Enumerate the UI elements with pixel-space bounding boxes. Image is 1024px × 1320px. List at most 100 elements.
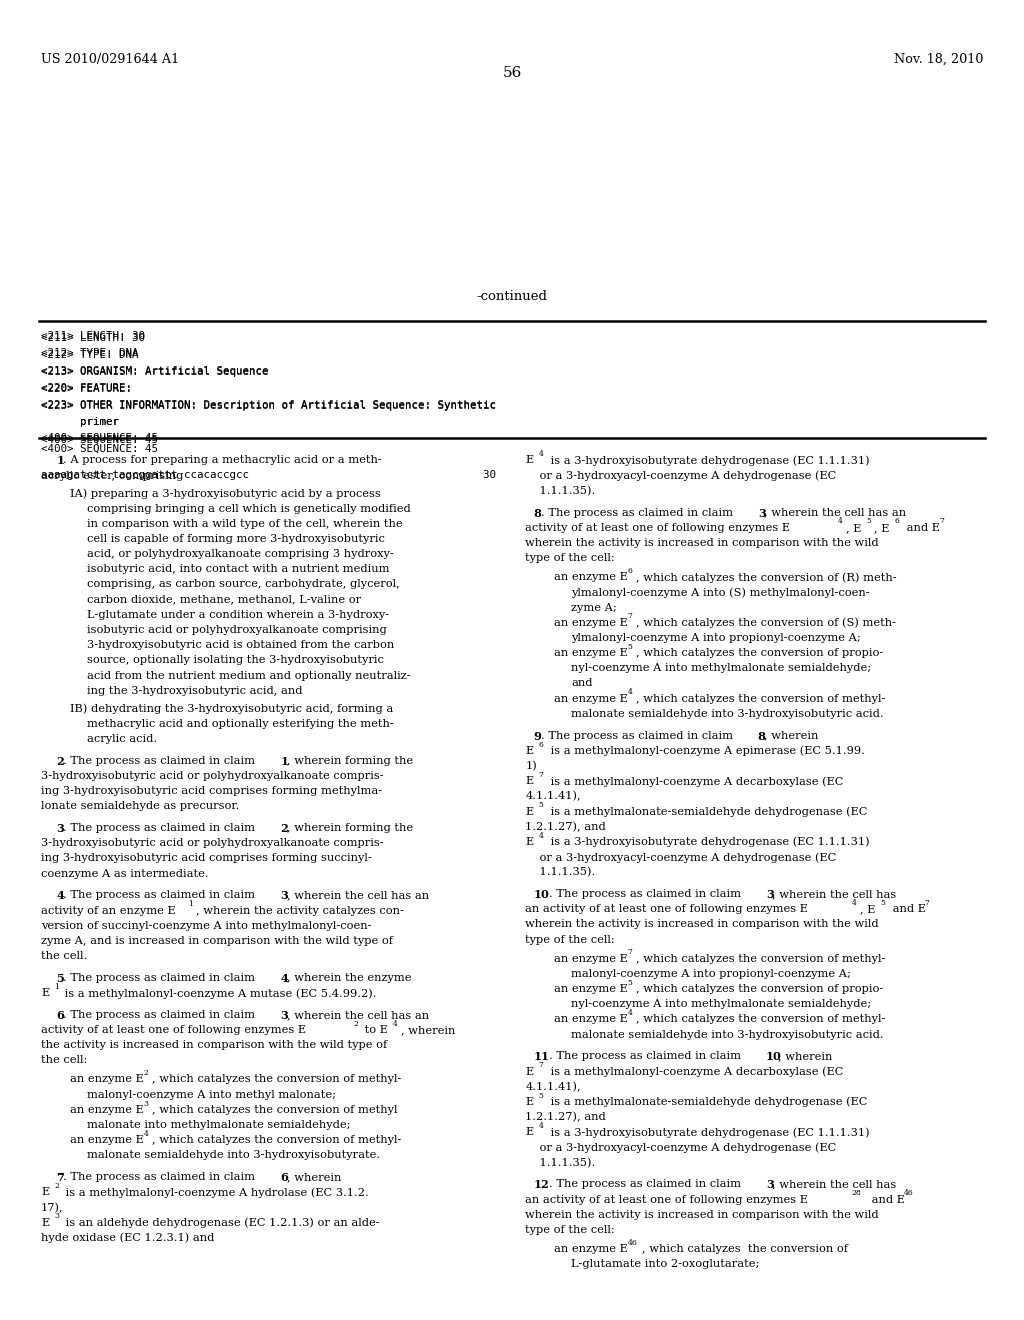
Text: 3: 3	[758, 507, 766, 519]
Text: cell is capable of forming more 3-hydroxyisobutyric: cell is capable of forming more 3-hydrox…	[87, 533, 385, 544]
Text: 28: 28	[852, 1189, 862, 1197]
Text: , which catalyzes the conversion of methyl-: , which catalyzes the conversion of meth…	[636, 693, 886, 704]
Text: 4.1.1.41),: 4.1.1.41),	[525, 1081, 581, 1092]
Text: 5: 5	[539, 1092, 544, 1100]
Text: . The process as claimed in claim: . The process as claimed in claim	[63, 822, 259, 833]
Text: 2: 2	[281, 822, 289, 834]
Text: <212> TYPE: DNA: <212> TYPE: DNA	[41, 350, 138, 360]
Text: , which catalyzes the conversion of methyl: , which catalyzes the conversion of meth…	[152, 1105, 397, 1115]
Text: nyl-coenzyme A into methylmalonate semialdehyde;: nyl-coenzyme A into methylmalonate semia…	[571, 999, 871, 1010]
Text: primer: primer	[41, 417, 119, 428]
Text: 6: 6	[895, 517, 900, 525]
Text: . The process as claimed in claim: . The process as claimed in claim	[549, 888, 744, 899]
Text: source, optionally isolating the 3-hydroxyisobutyric: source, optionally isolating the 3-hydro…	[87, 655, 384, 665]
Text: 1: 1	[54, 982, 59, 991]
Text: , E: , E	[846, 523, 861, 533]
Text: US 2010/0291644 A1: US 2010/0291644 A1	[41, 53, 179, 66]
Text: ylmalonyl-coenzyme A into propionyl-coenzyme A;: ylmalonyl-coenzyme A into propionyl-coen…	[571, 632, 861, 643]
Text: acrylic acid.: acrylic acid.	[87, 734, 157, 744]
Text: <211> LENGTH: 30: <211> LENGTH: 30	[41, 331, 145, 342]
Text: the activity is increased in comparison with the wild type of: the activity is increased in comparison …	[41, 1040, 387, 1051]
Text: , wherein the cell has an: , wherein the cell has an	[287, 890, 429, 900]
Text: E: E	[41, 987, 49, 998]
Text: activity of at least one of following enzymes E: activity of at least one of following en…	[41, 1024, 306, 1035]
Text: wherein the activity is increased in comparison with the wild: wherein the activity is increased in com…	[525, 1209, 879, 1220]
Text: . The process as claimed in claim: . The process as claimed in claim	[63, 755, 259, 766]
Text: E: E	[525, 1127, 534, 1138]
Text: to E: to E	[361, 1024, 388, 1035]
Text: an enzyme E: an enzyme E	[554, 572, 628, 582]
Text: 8: 8	[534, 507, 542, 519]
Text: <223> OTHER INFORMATION: Description of Artificial Sequence: Synthetic: <223> OTHER INFORMATION: Description of …	[41, 401, 496, 412]
Text: , E: , E	[860, 904, 876, 915]
Text: . The process as claimed in claim: . The process as claimed in claim	[63, 1172, 259, 1183]
Text: an activity of at least one of following enzymes E: an activity of at least one of following…	[525, 1195, 808, 1205]
Text: , wherein: , wherein	[778, 1051, 833, 1061]
Text: 6: 6	[539, 741, 544, 748]
Text: an enzyme E: an enzyme E	[554, 983, 628, 994]
Text: acid from the nutrient medium and optionally neutraliz-: acid from the nutrient medium and option…	[87, 671, 411, 681]
Text: carbon dioxide, methane, methanol, L-valine or: carbon dioxide, methane, methanol, L-val…	[87, 594, 361, 605]
Text: . The process as claimed in claim: . The process as claimed in claim	[63, 890, 259, 900]
Text: acid, or polyhydroxyalkanoate comprising 3 hydroxy-: acid, or polyhydroxyalkanoate comprising…	[87, 549, 394, 560]
Text: , wherein the cell has: , wherein the cell has	[772, 1179, 896, 1189]
Text: 6: 6	[281, 1172, 289, 1183]
Text: 1.2.1.27), and: 1.2.1.27), and	[525, 1111, 606, 1122]
Text: an enzyme E: an enzyme E	[554, 648, 628, 659]
Text: zyme A, and is increased in comparison with the wild type of: zyme A, and is increased in comparison w…	[41, 936, 393, 946]
Text: 1.2.1.27), and: 1.2.1.27), and	[525, 821, 606, 832]
Text: an activity of at least one of following enzymes E: an activity of at least one of following…	[525, 904, 808, 915]
Text: E: E	[525, 776, 534, 787]
Text: 1.1.1.35).: 1.1.1.35).	[525, 1158, 596, 1168]
Text: is a methylmalonyl-coenzyme A decarboxylase (EC: is a methylmalonyl-coenzyme A decarboxyl…	[547, 1067, 843, 1077]
Text: <400> SEQUENCE: 45: <400> SEQUENCE: 45	[41, 434, 158, 445]
Text: 7: 7	[925, 899, 930, 907]
Text: aaaagatctt tagcggattt ccacaccgcc                                    30: aaaagatctt tagcggattt ccacaccgcc 30	[41, 470, 496, 480]
Text: malonate into methylmalonate semialdehyde;: malonate into methylmalonate semialdehyd…	[87, 1119, 350, 1130]
Text: is a methylmalonyl-coenzyme A decarboxylase (EC: is a methylmalonyl-coenzyme A decarboxyl…	[547, 776, 843, 787]
Text: 56: 56	[503, 66, 521, 81]
Text: <400> SEQUENCE: 45: <400> SEQUENCE: 45	[41, 433, 158, 444]
Text: , which catalyzes the conversion of methyl-: , which catalyzes the conversion of meth…	[152, 1074, 401, 1085]
Text: an enzyme E: an enzyme E	[70, 1074, 143, 1085]
Text: malonyl-coenzyme A into methyl malonate;: malonyl-coenzyme A into methyl malonate;	[87, 1089, 336, 1100]
Text: an enzyme E: an enzyme E	[554, 693, 628, 704]
Text: 12: 12	[534, 1179, 550, 1191]
Text: 4: 4	[628, 688, 633, 697]
Text: is a 3-hydroxyisobutyrate dehydrogenase (EC 1.1.1.31): is a 3-hydroxyisobutyrate dehydrogenase …	[547, 455, 869, 466]
Text: <220> FEATURE:: <220> FEATURE:	[41, 383, 132, 393]
Text: E: E	[41, 1217, 49, 1228]
Text: 4: 4	[143, 1130, 148, 1138]
Text: 4: 4	[539, 1122, 544, 1130]
Text: . The process as claimed in claim: . The process as claimed in claim	[541, 507, 736, 517]
Text: in comparison with a wild type of the cell, wherein the: in comparison with a wild type of the ce…	[87, 519, 402, 529]
Text: comprising bringing a cell which is genetically modified: comprising bringing a cell which is gene…	[87, 503, 411, 513]
Text: 5: 5	[539, 801, 544, 809]
Text: 7: 7	[539, 771, 544, 779]
Text: Nov. 18, 2010: Nov. 18, 2010	[894, 53, 983, 66]
Text: version of succinyl-coenzyme A into methylmalonyl-coen-: version of succinyl-coenzyme A into meth…	[41, 920, 372, 931]
Text: 4: 4	[852, 899, 857, 907]
Text: 1): 1)	[525, 760, 537, 771]
Text: 4: 4	[539, 450, 544, 458]
Text: isobutyric acid, into contact with a nutrient medium: isobutyric acid, into contact with a nut…	[87, 564, 389, 574]
Text: 3: 3	[143, 1100, 148, 1107]
Text: , wherein the activity catalyzes con-: , wherein the activity catalyzes con-	[197, 906, 404, 916]
Text: L-glutamate under a condition wherein a 3-hydroxy-: L-glutamate under a condition wherein a …	[87, 610, 389, 620]
Text: , wherein forming the: , wherein forming the	[287, 822, 413, 833]
Text: is a 3-hydroxyisobutyrate dehydrogenase (EC 1.1.1.31): is a 3-hydroxyisobutyrate dehydrogenase …	[547, 837, 869, 847]
Text: , wherein the cell has: , wherein the cell has	[772, 888, 896, 899]
Text: is a methylmalonate-semialdehyde dehydrogenase (EC: is a methylmalonate-semialdehyde dehydro…	[547, 1097, 867, 1107]
Text: is a methylmalonyl-coenzyme A mutase (EC 5.4.99.2).: is a methylmalonyl-coenzyme A mutase (EC…	[61, 987, 377, 999]
Text: comprising, as carbon source, carbohydrate, glycerol,: comprising, as carbon source, carbohydra…	[87, 579, 399, 590]
Text: 9: 9	[534, 730, 542, 742]
Text: 3: 3	[766, 1179, 774, 1191]
Text: 4: 4	[393, 1019, 398, 1028]
Text: 3: 3	[281, 890, 289, 902]
Text: 3: 3	[54, 1212, 59, 1221]
Text: type of the cell:: type of the cell:	[525, 935, 615, 945]
Text: is a methylmalonate-semialdehyde dehydrogenase (EC: is a methylmalonate-semialdehyde dehydro…	[547, 807, 867, 817]
Text: , which catalyzes the conversion of methyl-: , which catalyzes the conversion of meth…	[636, 1014, 886, 1024]
Text: 8: 8	[758, 730, 766, 742]
Text: an enzyme E: an enzyme E	[554, 953, 628, 964]
